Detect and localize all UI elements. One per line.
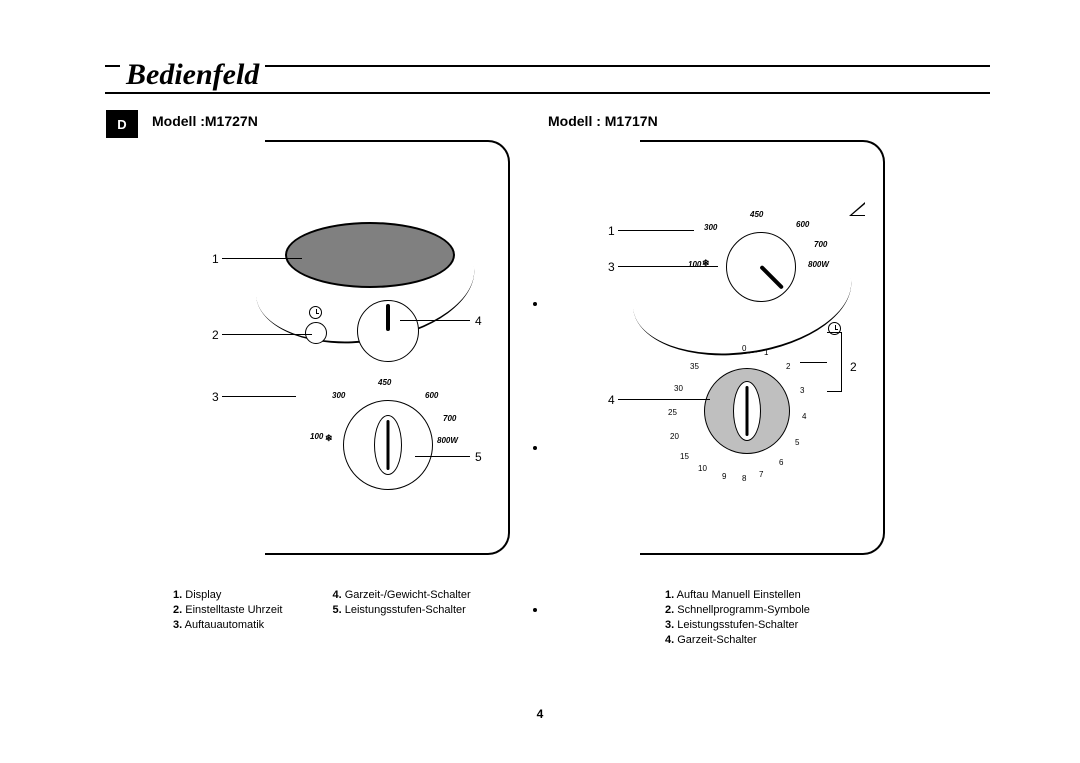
callout-left-3: 3 xyxy=(212,390,219,404)
legend-l1: Display xyxy=(185,589,221,601)
lead-1 xyxy=(222,258,302,259)
legend-r1: Auftau Manuell Einstellen xyxy=(677,589,801,601)
lead-5 xyxy=(415,456,470,457)
callout-right-4: 4 xyxy=(608,393,615,407)
r-label-700: 700 xyxy=(814,240,827,249)
power-dial xyxy=(343,400,433,490)
callout-left-2: 2 xyxy=(212,328,219,342)
t20: 20 xyxy=(670,432,679,441)
panel-m1717n: 100 300 450 600 700 800W ❄ 0 1 2 3 4 5 6… xyxy=(640,140,885,555)
callout-left-1: 1 xyxy=(212,252,219,266)
label-100: 100 xyxy=(310,432,323,441)
label-450: 450 xyxy=(378,378,391,387)
clock-icon xyxy=(309,306,322,319)
page-title: Bedienfeld xyxy=(120,60,265,90)
timer-dial xyxy=(704,368,790,454)
legend-right: 1. Auftau Manuell Einstellen 2. Schnellp… xyxy=(665,588,810,648)
legend-l3: Auftauautomatik xyxy=(185,619,265,631)
t0: 0 xyxy=(742,344,746,353)
t4: 4 xyxy=(802,412,806,421)
rlead-4 xyxy=(618,399,710,400)
defrost-triangle-icon xyxy=(849,202,865,216)
t8: 8 xyxy=(742,474,746,483)
t9: 9 xyxy=(722,472,726,481)
r-label-800w: 800W xyxy=(808,260,829,269)
t3: 3 xyxy=(800,386,804,395)
lead-2 xyxy=(222,334,312,335)
t30: 30 xyxy=(674,384,683,393)
legend-l2: Einstelltaste Uhrzeit xyxy=(185,604,282,616)
model-left-heading: Modell :M1727N xyxy=(152,113,258,129)
label-800w: 800W xyxy=(437,436,458,445)
rlead-2 xyxy=(800,362,827,363)
display-oval xyxy=(285,222,455,288)
page-number: 4 xyxy=(537,707,544,721)
callout-left-5: 5 xyxy=(475,450,482,464)
timer-dial-area: 0 1 2 3 4 5 6 7 8 9 10 15 20 25 30 35 xyxy=(662,344,832,514)
callout-left-4: 4 xyxy=(475,314,482,328)
t25: 25 xyxy=(668,408,677,417)
r-label-300: 300 xyxy=(704,223,717,232)
legend-l5: Leistungsstufen-Schalter xyxy=(345,604,466,616)
callout-right-1: 1 xyxy=(608,224,615,238)
model-right-heading: Modell : M1717N xyxy=(548,113,658,129)
t10: 10 xyxy=(698,464,707,473)
t35: 35 xyxy=(690,362,699,371)
legend-l4: Garzeit-/Gewicht-Schalter xyxy=(345,589,471,601)
t1: 1 xyxy=(764,348,768,357)
power-dial-area-right: 100 300 450 600 700 800W ❄ xyxy=(688,210,838,340)
rule-bottom xyxy=(105,92,990,94)
rlead-3 xyxy=(618,266,718,267)
lead-4 xyxy=(400,320,470,321)
panel-m1727n: 100 300 450 600 700 800W ❄ xyxy=(265,140,510,555)
lead-3 xyxy=(222,396,296,397)
snowflake-icon-right: ❄ xyxy=(702,258,710,269)
r-label-600: 600 xyxy=(796,220,809,229)
legend-r3: Leistungsstufen-Schalter xyxy=(677,619,798,631)
bracket-right xyxy=(827,332,842,392)
clock-button xyxy=(305,322,327,344)
r-label-100: 100 xyxy=(688,260,701,269)
r-label-450: 450 xyxy=(750,210,763,219)
legend-r2: Schnellprogramm-Symbole xyxy=(677,604,810,616)
t6: 6 xyxy=(779,458,783,467)
snowflake-icon: ❄ xyxy=(325,433,333,444)
power-dial-right xyxy=(726,232,796,302)
t2: 2 xyxy=(786,362,790,371)
rlead-1 xyxy=(618,230,694,231)
label-700: 700 xyxy=(443,414,456,423)
callout-right-2: 2 xyxy=(850,360,857,374)
legend-left: 1. Display 2. Einstelltaste Uhrzeit 3. A… xyxy=(173,588,471,633)
legend-r4: Garzeit-Schalter xyxy=(677,634,756,646)
t7: 7 xyxy=(759,470,763,479)
label-300: 300 xyxy=(332,391,345,400)
lang-badge: D xyxy=(106,110,138,138)
t5: 5 xyxy=(795,438,799,447)
label-600: 600 xyxy=(425,391,438,400)
weight-time-dial xyxy=(357,300,419,362)
callout-right-3: 3 xyxy=(608,260,615,274)
t15: 15 xyxy=(680,452,689,461)
